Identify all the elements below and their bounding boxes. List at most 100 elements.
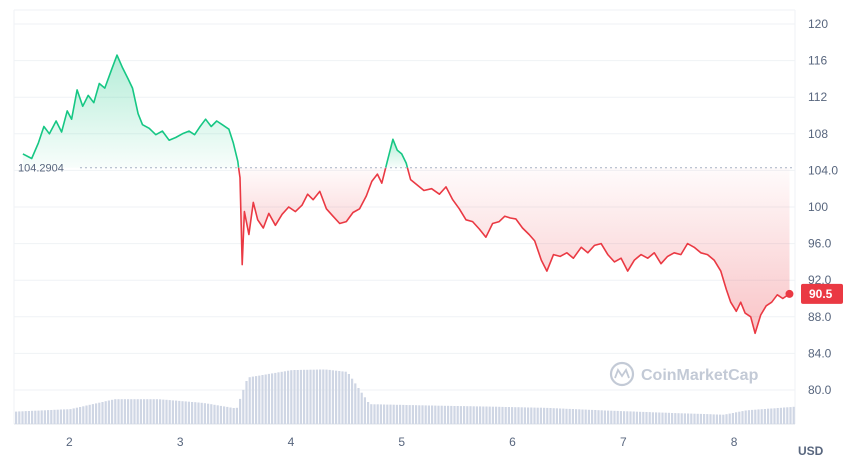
volume-bar (450, 405, 453, 424)
x-axis: 2 3 4 5 6 7 8 (66, 435, 738, 449)
price-line (22, 54, 790, 335)
volume-bar (85, 405, 88, 424)
volume-bar (303, 369, 306, 424)
volume-bar (40, 410, 43, 424)
watermark-text: CoinMarketCap (641, 367, 759, 384)
volume-bar (776, 408, 779, 424)
volume-bar (437, 405, 440, 424)
volume-bar (431, 405, 434, 424)
x-tick-label: 6 (509, 435, 516, 449)
volume-bar (379, 404, 382, 424)
volume-bar (488, 406, 491, 424)
volume-bar (703, 414, 706, 424)
volume-bar (95, 403, 98, 424)
volume-bar (75, 407, 78, 424)
volume-bar (779, 407, 782, 424)
volume-bar (255, 376, 258, 424)
volume-bar (792, 406, 795, 424)
x-tick-label: 8 (731, 435, 738, 449)
volume-bar (786, 407, 789, 424)
volume-bar (360, 392, 363, 424)
volume-bar (603, 410, 606, 424)
volume-bar (789, 407, 792, 424)
volume-bar (50, 410, 53, 424)
y-tick-label: 108 (808, 127, 828, 141)
volume-bar (168, 400, 171, 424)
volume-bar (335, 370, 338, 424)
volume-bar (383, 404, 386, 424)
volume-bar (568, 408, 571, 424)
volume-bar (136, 399, 139, 424)
volume-bar (447, 405, 450, 424)
volume-bar (533, 407, 536, 424)
volume-bar (370, 404, 373, 424)
volume-bar (63, 409, 66, 424)
volume-bar (501, 406, 504, 424)
volume-bar (162, 399, 165, 424)
volume-bar (117, 399, 120, 424)
volume-bar (443, 405, 446, 424)
line-segment-up (384, 138, 409, 168)
volume-bar (648, 412, 651, 424)
volume-bar (581, 409, 584, 424)
volume-bar (235, 407, 238, 424)
volume-bar (415, 405, 418, 424)
y-tick-label: 92.0 (808, 273, 832, 287)
volume-bar (517, 407, 520, 424)
area-below-baseline (238, 167, 386, 265)
volume-bar (322, 369, 325, 424)
y-axis: 120 116 112 108 104.0 100 96.0 92.0 88.0 84.0 80.0 (808, 17, 838, 397)
volume-bar (719, 414, 722, 424)
volume-bar (760, 409, 763, 424)
volume-bar (674, 413, 677, 424)
volume-bar (482, 406, 485, 424)
x-tick-label: 7 (620, 435, 627, 449)
volume-bar (757, 409, 760, 424)
volume-bar (239, 398, 242, 424)
volume-bar (152, 399, 155, 424)
y-tick-label: 120 (808, 17, 828, 31)
volume-bar (24, 411, 27, 424)
volume-bar (552, 408, 555, 424)
volume-bar (223, 406, 226, 424)
volume-bar (130, 399, 133, 424)
volume-bar (155, 399, 158, 424)
volume-bar (27, 411, 30, 424)
volume-bar (306, 369, 309, 424)
volume-bar (264, 374, 267, 424)
volume-bar (578, 409, 581, 424)
volume-bar (607, 410, 610, 424)
volume-bar (767, 408, 770, 424)
volume-bar (197, 402, 200, 424)
volume-bar (213, 404, 216, 424)
volume-bar (248, 377, 251, 424)
volume-bar (53, 409, 56, 424)
volume-bar (475, 406, 478, 424)
y-tick-label: 84.0 (808, 346, 832, 360)
volume-bar (21, 411, 24, 424)
volume-bar (373, 404, 376, 424)
volume-bar (731, 413, 734, 424)
volume-bar (453, 406, 456, 424)
baseline-reference: 104.2904 (18, 163, 795, 175)
volume-bar (146, 399, 149, 424)
baseline-label: 104.2904 (18, 163, 64, 175)
x-tick-label: 3 (177, 435, 184, 449)
volume-bar (459, 406, 462, 424)
area-below-baseline (407, 167, 790, 334)
volume-bar (175, 400, 178, 424)
volume-bar (277, 372, 280, 424)
volume-bar (738, 411, 741, 424)
volume-bar (427, 405, 430, 424)
volume-bar (207, 403, 210, 424)
current-price-dot (785, 289, 794, 298)
volume-bar (72, 408, 75, 424)
volume-bar (18, 411, 21, 424)
volume-bar (98, 402, 101, 424)
volume-bars (15, 369, 795, 424)
volume-bar (485, 406, 488, 424)
volume-bar (562, 408, 565, 424)
volume-bar (341, 371, 344, 424)
volume-bar (664, 412, 667, 424)
